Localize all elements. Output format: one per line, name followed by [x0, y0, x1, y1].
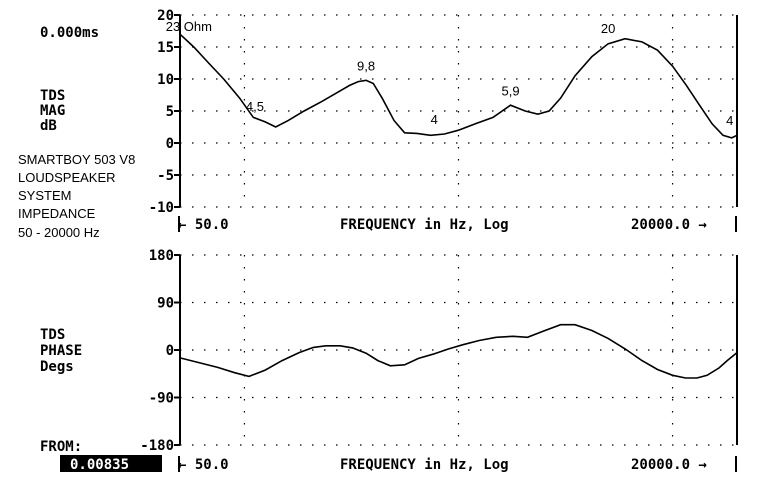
mag-data-label: 4,5 — [246, 99, 264, 114]
magnitude-curve — [179, 33, 738, 139]
mag-y-tick-label: -5 — [157, 168, 174, 184]
phase-y-tick-label: 0 — [166, 343, 174, 359]
mag-y-tick-label: 10 — [157, 72, 174, 88]
mag-ylabel-line: TDS — [40, 88, 65, 104]
mag-y-tick-label: -10 — [149, 200, 174, 216]
phase-y-tick — [174, 444, 180, 446]
from-label: FROM: — [40, 439, 82, 455]
phase-x-end-label: 20000.0 → — [631, 457, 707, 473]
from-value: 0.00835 — [70, 457, 129, 473]
phase-curve — [179, 323, 738, 379]
mag-data-label: 9,8 — [357, 59, 375, 74]
mag-x-axis-cap-left — [178, 216, 180, 232]
mag-data-label: 4 — [431, 112, 438, 127]
phase-y-tick — [174, 349, 180, 351]
phase-ylabel-line: PHASE — [40, 343, 82, 359]
mag-ylabel-line: dB — [40, 118, 57, 134]
from-value-box: 0.00835 — [60, 455, 162, 473]
phase-y-tick — [174, 301, 180, 304]
phase-y-tick-label: -180 — [140, 438, 174, 454]
phase-ylabel-line: TDS — [40, 327, 65, 343]
phase-chart: 180 90 0 -90 -180 ← 50.0 FREQUENCY in Hz, Lo… — [140, 248, 738, 473]
mag-y-tick — [174, 142, 180, 144]
mag-y-tick — [174, 78, 180, 80]
mag-y-tick — [174, 46, 180, 48]
mag-y-tick-label: 5 — [166, 104, 174, 120]
mag-data-label: 5,9 — [501, 84, 519, 99]
phase-right-border — [736, 255, 738, 445]
magnitude-axis-label: TDS MAG dB — [40, 88, 65, 134]
phase-y-tick — [174, 254, 180, 256]
phase-x-start-label: ← 50.0 — [178, 457, 229, 473]
mag-x-start-label: ← 50.0 — [178, 217, 229, 233]
mag-x-end-label: 20000.0 → — [631, 217, 707, 233]
note-line: LOUDSPEAKER — [18, 170, 116, 185]
mag-y-tick — [174, 110, 180, 112]
mag-x-axis-label: FREQUENCY in Hz, Log — [340, 217, 509, 233]
mag-data-label: 4 — [726, 113, 733, 128]
phase-y-tick-label: 180 — [149, 248, 174, 264]
note-line: SYSTEM — [18, 188, 71, 203]
phase-y-tick-label: 90 — [157, 296, 174, 312]
mag-y-tick — [174, 174, 180, 176]
phase-x-axis-cap-right — [735, 456, 737, 472]
speaker-notes: SMARTBOY 503 V8 LOUDSPEAKER SYSTEM IMPED… — [18, 152, 135, 240]
time-readout: 0.000ms — [40, 25, 99, 41]
mag-x-axis-cap-right — [735, 216, 737, 232]
phase-axis-label: TDS PHASE Degs — [40, 327, 82, 375]
phase-ylabel-line: Degs — [40, 359, 74, 375]
phase-y-tick — [174, 396, 180, 399]
phase-y-tick-label: -90 — [149, 391, 174, 407]
from-value-background — [60, 455, 162, 472]
note-line: SMARTBOY 503 V8 — [18, 152, 135, 167]
mag-data-label: 23 Ohm — [166, 19, 212, 34]
mag-y-tick-label: 20 — [157, 8, 174, 24]
note-line: 50 - 20000 Hz — [18, 225, 100, 240]
phase-x-axis-cap-left — [178, 456, 180, 472]
phase-x-axis-label: FREQUENCY in Hz, Log — [340, 457, 509, 473]
mag-right-border — [736, 15, 738, 207]
note-line: IMPEDANCE — [18, 206, 96, 221]
mag-ylabel-line: MAG — [40, 103, 65, 119]
mag-y-tick-label: 15 — [157, 40, 174, 56]
mag-y-tick — [174, 206, 180, 208]
mag-data-label: 20 — [601, 21, 615, 36]
mag-y-tick — [174, 14, 180, 16]
magnitude-chart: 20 15 10 5 0 -5 -10 23 Ohm 4,5 9,8 4 5,9 20 4 ← 50.0… — [149, 8, 738, 233]
mag-y-tick-label: 0 — [166, 136, 174, 152]
